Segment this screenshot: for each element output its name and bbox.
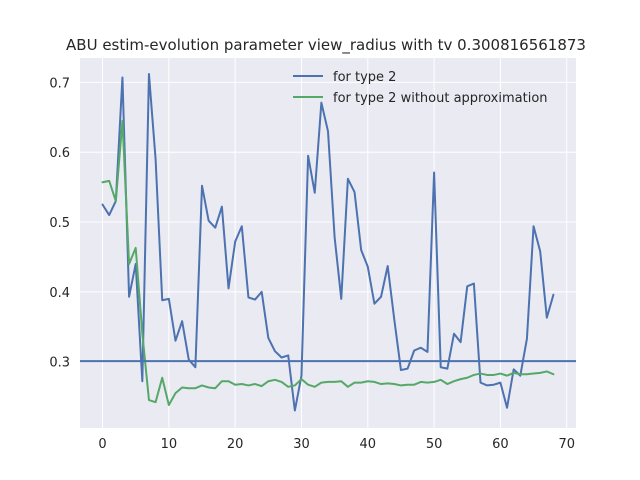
- series-lines: [101, 73, 555, 412]
- series-line-2: [101, 119, 555, 406]
- y-axis-tick-labels: 0.3 0.4 0.5 0.6 0.7: [49, 76, 70, 370]
- x-tick-label: 20: [227, 437, 244, 452]
- x-tick-label: 50: [426, 437, 443, 452]
- y-tick-label: 0.7: [49, 76, 70, 91]
- legend: for type 2 for type 2 without approximati…: [293, 70, 548, 106]
- chart-title: ABU estim-evolution parameter view_radiu…: [66, 36, 586, 55]
- series-line-1: [101, 73, 555, 412]
- x-tick-label: 10: [161, 437, 178, 452]
- y-tick-label: 0.3: [49, 356, 70, 371]
- y-tick-label: 0.6: [49, 146, 70, 161]
- y-tick-label: 0.4: [49, 286, 70, 301]
- x-axis-tick-labels: 0 10 20 30 40 50 60 70: [98, 437, 575, 452]
- legend-label: for type 2: [333, 70, 396, 85]
- x-tick-label: 60: [492, 437, 509, 452]
- plot-area: [80, 58, 576, 428]
- x-tick-label: 40: [360, 437, 377, 452]
- y-tick-label: 0.5: [49, 216, 70, 231]
- x-tick-label: 70: [558, 437, 575, 452]
- x-tick-label: 0: [98, 437, 106, 452]
- legend-label: for type 2 without approximation: [333, 91, 548, 106]
- x-tick-label: 30: [293, 437, 310, 452]
